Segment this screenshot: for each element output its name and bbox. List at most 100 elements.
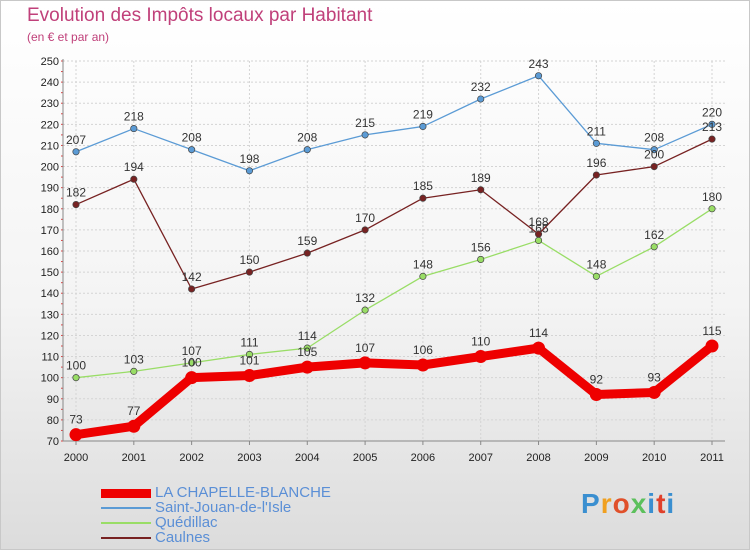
plot-area bbox=[63, 61, 725, 441]
x-tick-label: 2003 bbox=[237, 452, 261, 464]
data-point-saint-jouan-de-l-isle bbox=[188, 146, 196, 154]
x-tick-label: 2000 bbox=[64, 452, 88, 464]
data-label-saint-jouan-de-l-isle: 207 bbox=[66, 133, 86, 147]
y-tick-label: 210 bbox=[41, 140, 59, 152]
data-label-saint-jouan-de-l-isle: 218 bbox=[124, 110, 144, 124]
data-label-caulnes: 150 bbox=[239, 253, 259, 267]
data-label-caulnes: 189 bbox=[471, 171, 491, 185]
data-label-la-chapelle-blanche: 114 bbox=[529, 326, 548, 340]
data-point-la-chapelle-blanche bbox=[416, 358, 430, 372]
data-label-saint-jouan-de-l-isle: 211 bbox=[587, 124, 606, 138]
x-tick-label: 2011 bbox=[700, 452, 724, 464]
data-point-saint-jouan-de-l-isle bbox=[708, 120, 716, 128]
data-point-qu-dillac bbox=[534, 236, 543, 244]
x-tick-label: 2001 bbox=[122, 452, 146, 464]
data-point-caulnes bbox=[303, 249, 311, 257]
data-label-qu-dillac: 180 bbox=[702, 190, 722, 204]
data-point-caulnes bbox=[188, 285, 196, 293]
data-label-caulnes: 185 bbox=[413, 179, 433, 193]
data-label-la-chapelle-blanche: 107 bbox=[355, 341, 375, 355]
data-label-la-chapelle-blanche: 110 bbox=[471, 335, 490, 349]
data-label-qu-dillac: 111 bbox=[240, 335, 259, 349]
y-tick-label: 180 bbox=[41, 204, 59, 216]
data-point-la-chapelle-blanche bbox=[705, 339, 719, 353]
data-point-qu-dillac bbox=[477, 255, 485, 263]
y-tick-label: 250 bbox=[41, 56, 59, 68]
data-label-qu-dillac: 132 bbox=[355, 291, 375, 305]
logo-letter: P bbox=[581, 488, 601, 519]
data-label-saint-jouan-de-l-isle: 208 bbox=[644, 131, 664, 145]
data-point-la-chapelle-blanche bbox=[647, 385, 661, 399]
data-label-qu-dillac: 148 bbox=[413, 257, 433, 271]
data-label-caulnes: 196 bbox=[586, 156, 606, 170]
data-point-caulnes bbox=[708, 135, 716, 143]
legend-swatch bbox=[101, 507, 151, 509]
data-label-caulnes: 170 bbox=[355, 211, 375, 225]
logo-letter: t bbox=[656, 488, 667, 519]
x-tick-label: 2007 bbox=[468, 452, 492, 464]
series-line-qu-dillac bbox=[75, 208, 713, 379]
data-label-la-chapelle-blanche: 106 bbox=[413, 343, 433, 357]
logo-letter: i bbox=[666, 488, 676, 519]
logo-letter: x bbox=[630, 488, 648, 519]
data-label-la-chapelle-blanche: 115 bbox=[702, 324, 721, 338]
proxiti-logo: Proxiti bbox=[581, 488, 675, 520]
data-point-saint-jouan-de-l-isle bbox=[419, 122, 427, 130]
y-tick-label: 240 bbox=[41, 77, 59, 89]
data-label-saint-jouan-de-l-isle: 208 bbox=[182, 131, 202, 145]
data-label-la-chapelle-blanche: 101 bbox=[239, 354, 259, 368]
data-point-la-chapelle-blanche bbox=[300, 360, 314, 374]
y-tick-label: 90 bbox=[47, 394, 59, 406]
y-tick-label: 70 bbox=[47, 436, 59, 448]
data-point-caulnes bbox=[419, 194, 427, 202]
data-point-saint-jouan-de-l-isle bbox=[477, 95, 485, 103]
chart-title: Evolution des Impôts locaux par Habitant bbox=[27, 5, 373, 26]
data-point-qu-dillac bbox=[361, 306, 369, 314]
data-label-qu-dillac: 156 bbox=[471, 240, 491, 254]
data-label-qu-dillac: 165 bbox=[529, 221, 549, 235]
data-point-qu-dillac bbox=[708, 205, 716, 213]
y-tick-label: 230 bbox=[41, 98, 59, 110]
legend-label: Caulnes bbox=[155, 529, 211, 546]
y-tick-label: 80 bbox=[47, 415, 59, 427]
data-label-caulnes: 142 bbox=[182, 270, 202, 284]
data-point-saint-jouan-de-l-isle bbox=[72, 148, 80, 156]
data-label-caulnes: 200 bbox=[644, 148, 664, 162]
data-label-la-chapelle-blanche: 92 bbox=[590, 373, 604, 387]
y-tick-label: 200 bbox=[41, 162, 59, 174]
data-point-la-chapelle-blanche bbox=[589, 388, 603, 402]
data-point-caulnes bbox=[592, 171, 600, 179]
y-tick-label: 220 bbox=[41, 119, 59, 131]
data-point-qu-dillac bbox=[245, 350, 254, 358]
data-point-caulnes bbox=[477, 186, 485, 194]
data-point-qu-dillac bbox=[130, 367, 138, 375]
legend-label: Quédillac bbox=[155, 514, 218, 531]
data-label-caulnes: 213 bbox=[702, 120, 722, 134]
x-tick-label: 2005 bbox=[353, 452, 377, 464]
data-label-qu-dillac: 100 bbox=[66, 359, 86, 373]
y-tick-label: 140 bbox=[41, 288, 59, 300]
data-label-caulnes: 168 bbox=[529, 215, 549, 229]
y-tick-label: 100 bbox=[41, 373, 59, 385]
data-point-qu-dillac bbox=[419, 272, 427, 280]
data-point-la-chapelle-blanche bbox=[185, 371, 199, 385]
series-line-saint-jouan-de-l-isle bbox=[75, 75, 713, 172]
data-point-saint-jouan-de-l-isle bbox=[303, 146, 311, 154]
data-point-la-chapelle-blanche bbox=[242, 369, 256, 383]
data-label-la-chapelle-blanche: 105 bbox=[297, 345, 317, 359]
data-point-qu-dillac bbox=[592, 272, 600, 280]
data-point-qu-dillac bbox=[303, 344, 311, 352]
legend-label: Saint-Jouan-de-l'Isle bbox=[155, 499, 292, 516]
data-label-la-chapelle-blanche: 100 bbox=[182, 356, 202, 370]
data-point-qu-dillac bbox=[650, 243, 658, 251]
data-point-saint-jouan-de-l-isle bbox=[534, 72, 543, 80]
data-point-la-chapelle-blanche bbox=[474, 350, 488, 364]
x-tick-label: 2006 bbox=[411, 452, 435, 464]
data-point-caulnes bbox=[245, 268, 254, 276]
legend-label: LA CHAPELLE-BLANCHE bbox=[155, 484, 331, 501]
data-point-caulnes bbox=[361, 226, 369, 234]
logo-letter: r bbox=[600, 488, 613, 519]
data-label-qu-dillac: 148 bbox=[586, 257, 606, 271]
